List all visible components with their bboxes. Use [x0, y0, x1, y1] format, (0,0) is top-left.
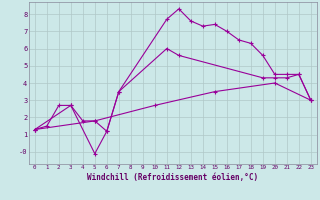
X-axis label: Windchill (Refroidissement éolien,°C): Windchill (Refroidissement éolien,°C) [87, 173, 258, 182]
